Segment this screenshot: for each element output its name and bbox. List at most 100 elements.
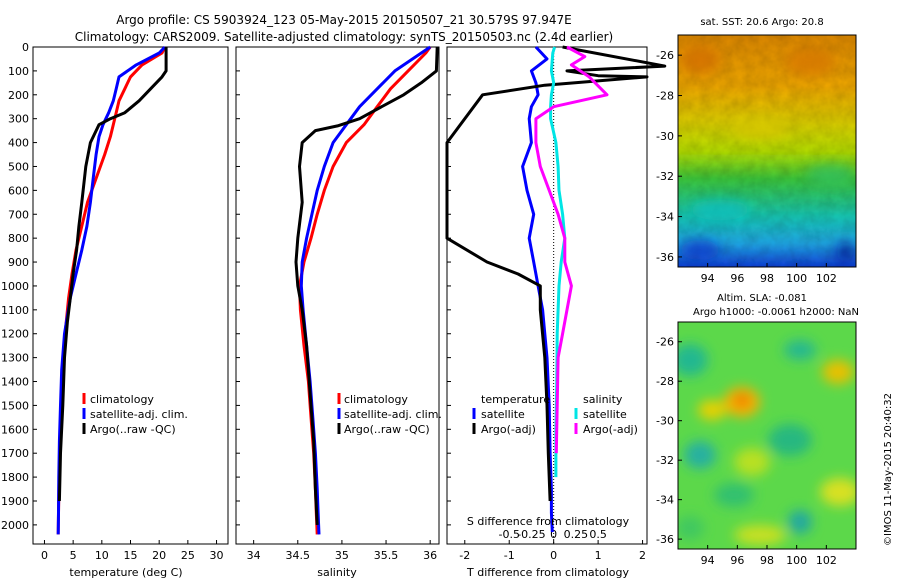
s-diff-tick-label: 0.25 (564, 528, 589, 541)
lat-tick-label: -32 (656, 454, 674, 467)
difference-panel: -2 -1 0 1 2 -0.5-0.25 0 0.25 0.5 S difference f… (445, 45, 667, 579)
salinity-series (294, 45, 439, 535)
x-tick-label: 34.5 (286, 549, 311, 562)
legend-header-salinity: salinity (583, 393, 623, 406)
sla-anomalies (678, 340, 856, 545)
depth-tick-label: 700 (8, 208, 29, 221)
sst-field (678, 35, 856, 267)
x-tick-label: 35.5 (374, 549, 399, 562)
salinity-panel: 34 34.5 35 35.5 36 salinity climatology sate… (235, 45, 442, 579)
x-tick-label: 30 (210, 549, 224, 562)
depth-tick-label: 600 (8, 184, 29, 197)
difference-plot-frame (446, 46, 648, 545)
sla-map-panel: Altim. SLA: -0.081 Argo h1000: -0.0061 h… (656, 293, 859, 567)
figure-title-line1: Argo profile: CS 5903924_123 05-May-2015… (116, 13, 571, 27)
series-line (445, 45, 667, 502)
depth-tick-label: 1500 (1, 399, 29, 412)
x-tick-label: 15 (124, 549, 138, 562)
depth-tick-label: 1300 (1, 352, 29, 365)
lon-tick-label: 94 (701, 554, 715, 567)
series-line (57, 47, 168, 502)
figure-title-line2: Climatology: CARS2009. Satellite-adjuste… (75, 30, 613, 44)
lon-tick-label: 98 (760, 554, 774, 567)
lat-tick-label: -28 (656, 90, 674, 103)
legend-label-s-argo: Argo(-adj) (583, 423, 638, 436)
lon-tick-label: 96 (730, 272, 744, 285)
salinity-difference-ticks: -0.5-0.25 0 0.25 0.5 (498, 528, 606, 541)
legend-label-t-argo: Argo(-adj) (481, 423, 536, 436)
lat-tick-label: -30 (656, 130, 674, 143)
sla-map-ticks: 94 96 98 100 102 -26 -28 -30 -32 -34 -36 (656, 336, 837, 567)
x-tick-label: 36 (423, 549, 437, 562)
lon-tick-label: 98 (760, 272, 774, 285)
x-tick-label: 10 (95, 549, 109, 562)
depth-tick-label: 1200 (1, 328, 29, 341)
lon-tick-label: 102 (816, 272, 837, 285)
x-tick-label: -2 (459, 549, 470, 562)
difference-axis-ticks: -2 -1 0 1 2 (459, 540, 646, 562)
s-diff-tick-label: -0.5 (498, 528, 519, 541)
legend-header-temperature: temperature (481, 393, 550, 406)
x-tick-label: 2 (639, 549, 646, 562)
difference-series (445, 45, 667, 533)
x-tick-label: 0 (550, 549, 557, 562)
sst-map-image (678, 35, 856, 267)
series-line (521, 45, 554, 533)
x-tick-label: 0 (41, 549, 48, 562)
legend-label-climatology: climatology (344, 393, 408, 406)
salinity-axis-ticks: 34 34.5 35 35.5 36 (247, 540, 437, 562)
lon-tick-label: 94 (701, 272, 715, 285)
temperature-legend: climatology satellite-adj. clim. Argo(..… (82, 393, 188, 436)
x-tick-label: 35 (335, 549, 349, 562)
depth-tick-label: 1100 (1, 304, 29, 317)
temperature-axis-label: temperature (deg C) (69, 566, 182, 579)
temperature-plot-frame (32, 46, 229, 545)
legend-label-satellite-adj: satellite-adj. clim. (344, 408, 442, 421)
series-line (534, 45, 609, 454)
x-tick-label: 1 (595, 549, 602, 562)
salinity-depth-ticks (236, 46, 240, 526)
depth-tick-label: 1000 (1, 280, 29, 293)
s-difference-axis-label: S difference from climatology (467, 515, 630, 528)
series-line (56, 45, 166, 535)
temperature-series (56, 45, 168, 535)
depth-tick-label: 1800 (1, 471, 29, 484)
legend-label-climatology: climatology (90, 393, 154, 406)
series-line (549, 46, 567, 478)
salinity-legend: climatology satellite-adj. clim. Argo(..… (337, 393, 442, 436)
lon-tick-label: 100 (786, 272, 807, 285)
lat-tick-label: -32 (656, 170, 674, 183)
difference-depth-ticks (447, 46, 451, 526)
legend-label-argo: Argo(..raw -QC) (90, 423, 176, 436)
lat-tick-label: -26 (656, 49, 674, 62)
s-diff-tick-label: 0.5 (589, 528, 607, 541)
series-line (294, 46, 439, 525)
depth-tick-label: 100 (8, 65, 29, 78)
lon-tick-label: 100 (786, 554, 807, 567)
temperature-panel: 0100200300400500600700800900100011001200… (1, 41, 229, 579)
lat-tick-label: -26 (656, 336, 674, 349)
sla-map-image (678, 322, 856, 549)
s-diff-tick-label: -0.25 (517, 528, 545, 541)
depth-tick-label: 900 (8, 256, 29, 269)
s-diff-tick-label: 0 (550, 528, 557, 541)
sst-map-ticks: 94 96 98 100 102 -26 -28 -30 -32 -34 -36 (656, 49, 837, 285)
sst-map-panel: sat. SST: 20.6 Argo: 20.8 94 96 98 100 102 -2… (656, 17, 857, 285)
depth-tick-label: 800 (8, 232, 29, 245)
series-line (56, 46, 167, 535)
sst-anomalies (680, 46, 854, 262)
lon-tick-label: 102 (816, 554, 837, 567)
depth-tick-label: 200 (8, 89, 29, 102)
depth-tick-label: 300 (8, 113, 29, 126)
depth-tick-label: 1700 (1, 447, 29, 460)
lat-tick-label: -34 (656, 211, 674, 224)
lat-tick-label: -28 (656, 375, 674, 388)
depth-tick-label: 500 (8, 160, 29, 173)
difference-legend: temperature salinity satellite Argo(-adj… (472, 393, 638, 436)
depth-axis-ticks: 0 100 200 300 400 500 600 700 800 900 1000 1100 1200… (1, 41, 37, 532)
lat-tick-label: -36 (656, 533, 674, 546)
salinity-plot-frame (235, 46, 440, 545)
x-tick-label: 20 (152, 549, 166, 562)
sst-map-title: sat. SST: 20.6 Argo: 20.8 (700, 17, 823, 28)
